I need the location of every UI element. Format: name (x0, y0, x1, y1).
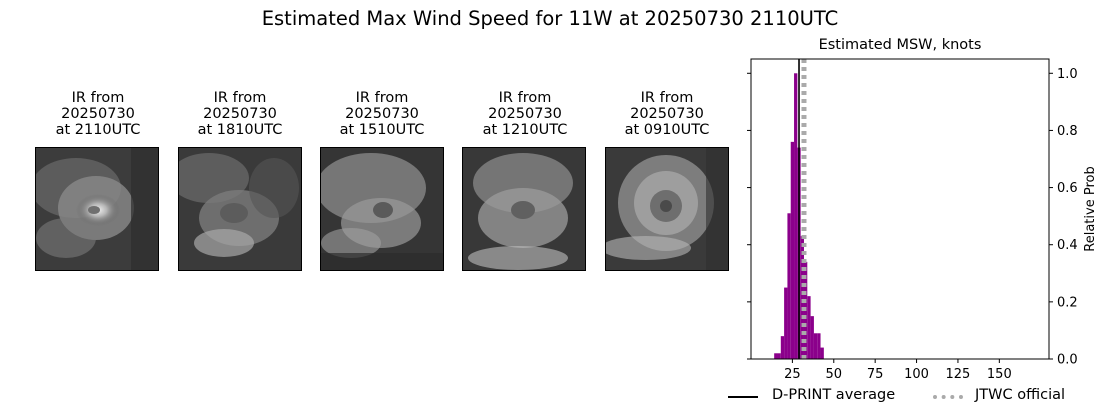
histogram-bar (820, 347, 824, 359)
y-tick-label: 0.8 (1057, 124, 1078, 139)
ir-satellite-image (462, 147, 586, 271)
histogram-bar (794, 73, 798, 360)
y-tick-label: 0.0 (1057, 353, 1078, 368)
histogram-bar (780, 336, 785, 359)
ir-panel-title: IR from 20250730 at 1210UTC (482, 90, 568, 138)
y-tick-label: 0.4 (1057, 238, 1078, 253)
ir-satellite-image (320, 147, 444, 271)
y-tick-label: 0.6 (1057, 181, 1078, 196)
x-tick-label: 100 (904, 367, 929, 382)
histogram-bar (813, 333, 818, 359)
histogram-bar (774, 353, 778, 359)
legend-swatch-jtwc (933, 395, 963, 399)
legend-label-jtwc: JTWC official (975, 387, 1066, 403)
histogram-bar (817, 333, 821, 359)
histogram-bar (807, 296, 811, 359)
ir-satellite-image (178, 147, 302, 271)
x-tick-label: 125 (946, 367, 971, 382)
legend-label-dprint: D-PRINT average (772, 387, 896, 403)
ir-satellite-image (605, 147, 729, 271)
histogram-bar (777, 353, 781, 359)
plot-frame (750, 58, 1050, 360)
histogram-bar (787, 213, 791, 359)
y-tick-label: 1.0 (1057, 67, 1078, 82)
chart-title: Estimated MSW, knots (818, 37, 982, 53)
x-tick-label: 150 (987, 367, 1012, 382)
histogram-bar (790, 141, 795, 359)
legend-swatch-dprint (728, 396, 758, 398)
histogram-bar (800, 236, 804, 359)
y-axis-label: Relative Prob (1083, 166, 1098, 251)
y-tick-label: 0.2 (1057, 295, 1078, 310)
x-tick-label: 25 (784, 367, 801, 382)
ir-panel-title: IR from 20250730 at 0910UTC (624, 90, 710, 138)
x-tick-label: 50 (826, 367, 843, 382)
histogram-bar (810, 316, 814, 359)
figure-title: Estimated Max Wind Speed for 11W at 2025… (261, 7, 839, 30)
ir-panel-title: IR from 20250730 at 2110UTC (55, 90, 141, 138)
x-tick-label: 75 (867, 367, 884, 382)
ir-panel-title: IR from 20250730 at 1810UTC (197, 90, 283, 138)
histogram-bar (784, 287, 788, 359)
ir-panel-title: IR from 20250730 at 1510UTC (339, 90, 425, 138)
ir-satellite-image (35, 147, 159, 271)
